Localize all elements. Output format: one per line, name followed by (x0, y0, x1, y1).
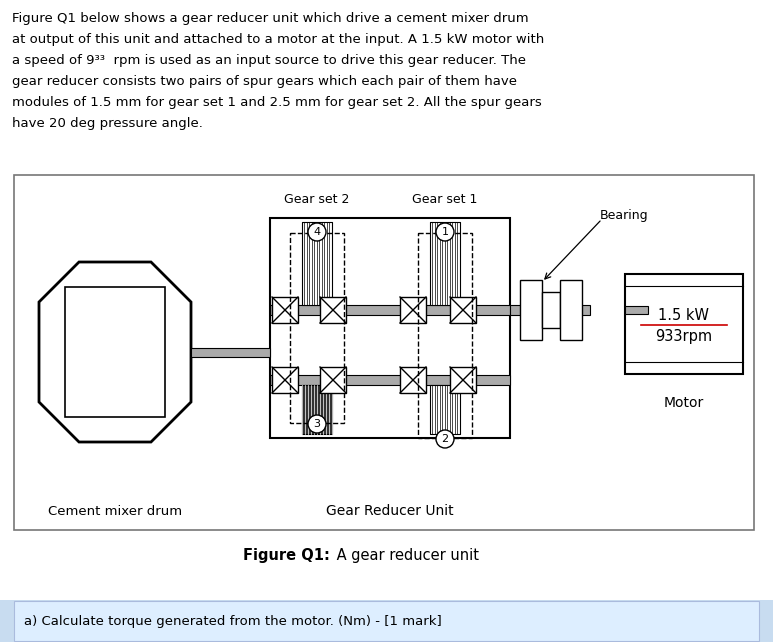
Bar (510, 305, 590, 315)
Bar (270, 375, 510, 385)
Circle shape (308, 223, 326, 241)
Text: 2: 2 (441, 434, 448, 444)
Circle shape (308, 415, 326, 433)
Bar (14, 175, 754, 530)
Text: Bearing: Bearing (600, 209, 649, 221)
Text: Figure Q1:: Figure Q1: (243, 548, 330, 563)
Text: Cement mixer drum: Cement mixer drum (48, 505, 182, 518)
Bar (430, 385, 460, 434)
Bar (542, 292, 560, 328)
Bar (520, 280, 542, 340)
Bar (560, 280, 582, 340)
Text: a speed of 9³³  rpm is used as an input source to drive this gear reducer. The: a speed of 9³³ rpm is used as an input s… (12, 54, 526, 67)
Bar (191, 347, 270, 356)
Text: Figure Q1 below shows a gear reducer unit which drive a cement mixer drum: Figure Q1 below shows a gear reducer uni… (12, 12, 529, 25)
Bar (625, 274, 743, 374)
Text: modules of 1.5 mm for gear set 1 and 2.5 mm for gear set 2. All the spur gears: modules of 1.5 mm for gear set 1 and 2.5… (12, 96, 542, 109)
Text: gear reducer consists two pairs of spur gears which each pair of them have: gear reducer consists two pairs of spur … (12, 75, 517, 88)
Bar (400, 297, 426, 323)
Bar (65, 287, 165, 417)
Text: have 20 deg pressure angle.: have 20 deg pressure angle. (12, 117, 203, 130)
Text: a) Calculate torque generated from the motor. (Nm) - [1 mark]: a) Calculate torque generated from the m… (24, 614, 441, 627)
Bar (400, 367, 426, 393)
Bar (320, 297, 346, 323)
Bar (272, 367, 298, 393)
Text: 1.5 kW: 1.5 kW (659, 308, 710, 322)
Bar (450, 367, 476, 393)
Bar (290, 233, 344, 423)
Bar (302, 385, 332, 434)
Bar (270, 218, 510, 438)
Text: A gear reducer unit: A gear reducer unit (332, 548, 479, 563)
Text: Gear Reducer Unit: Gear Reducer Unit (326, 504, 454, 518)
Bar (430, 222, 460, 305)
Text: 933rpm: 933rpm (656, 329, 713, 343)
Text: Motor: Motor (664, 396, 704, 410)
Bar (625, 306, 648, 314)
Bar (270, 305, 510, 315)
Bar (272, 297, 298, 323)
Text: 4: 4 (313, 227, 321, 237)
Bar (0, 600, 773, 642)
Polygon shape (39, 262, 191, 442)
Bar (450, 297, 476, 323)
Bar (302, 222, 332, 305)
Bar (14, 601, 759, 641)
Bar (320, 367, 346, 393)
Bar (418, 233, 472, 438)
Text: 3: 3 (314, 419, 321, 429)
Text: at output of this unit and attached to a motor at the input. A 1.5 kW motor with: at output of this unit and attached to a… (12, 33, 544, 46)
Text: 1: 1 (441, 227, 448, 237)
Circle shape (436, 430, 454, 448)
Text: Gear set 2: Gear set 2 (284, 193, 349, 206)
Circle shape (436, 223, 454, 241)
Text: Gear set 1: Gear set 1 (412, 193, 478, 206)
